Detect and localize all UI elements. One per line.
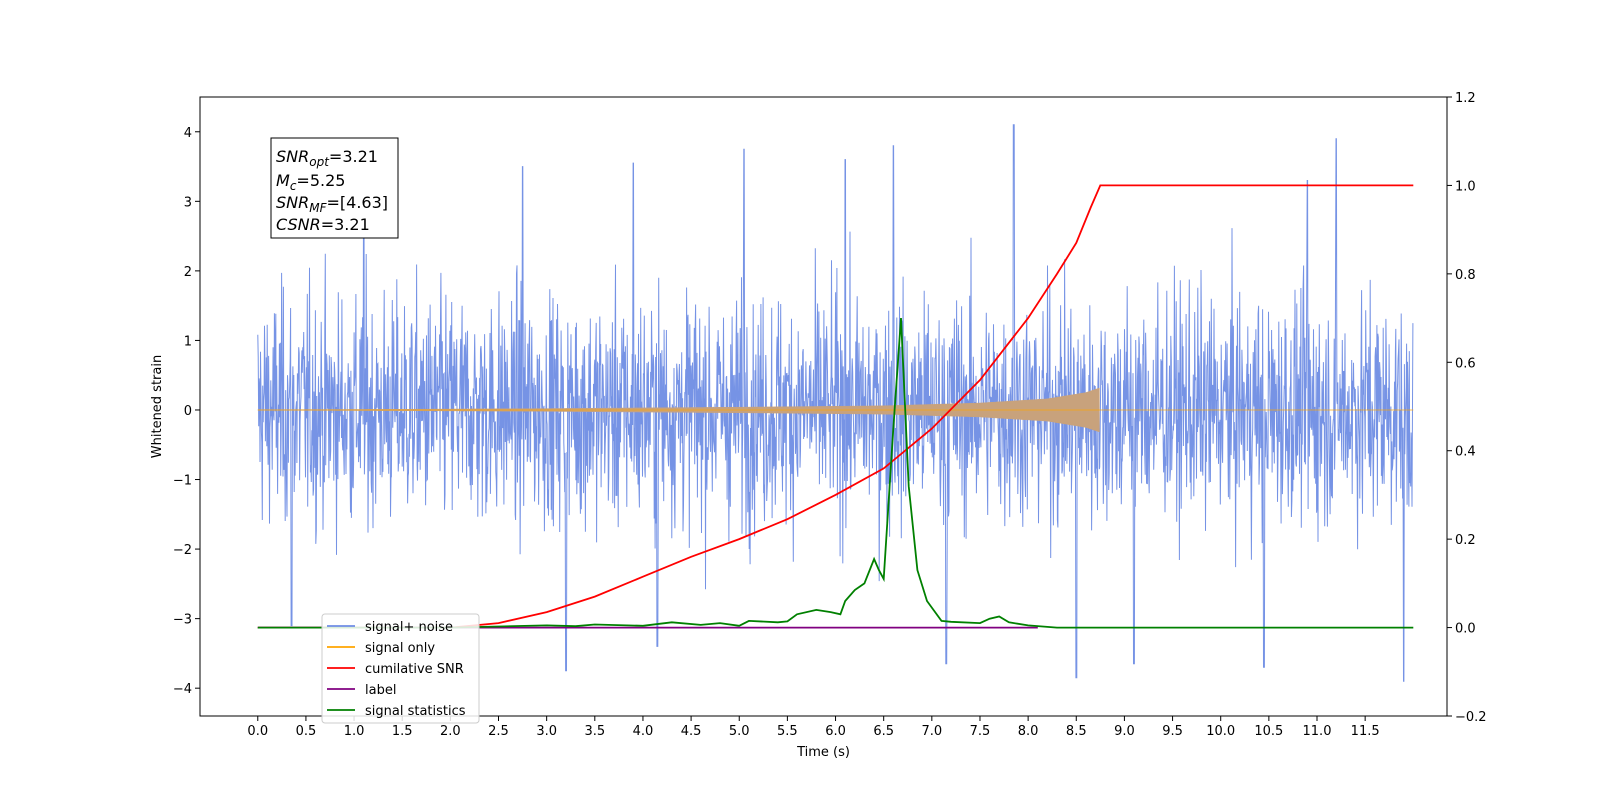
x-tick-label: 0.0 xyxy=(247,724,268,739)
x-tick-label: 3.5 xyxy=(584,724,605,739)
legend: signal+ noise signal only cumilative SNR la… xyxy=(321,613,480,724)
signal-noise-line xyxy=(257,124,1414,682)
x-tick-label: 2.5 xyxy=(488,724,509,739)
x-tick-label: 5.5 xyxy=(777,724,798,739)
x-tick-label: 9.0 xyxy=(1114,724,1135,739)
x-tick-label: 10.5 xyxy=(1254,724,1283,739)
legend-label: cumilative SNR xyxy=(365,662,464,677)
y-right-tick-label: 1.2 xyxy=(1455,91,1476,106)
legend-box xyxy=(321,613,480,724)
stats-box-frame xyxy=(270,137,399,239)
x-tick-label: 7.5 xyxy=(970,724,991,739)
stat-snr-opt: SNRopt=3.21 xyxy=(276,147,378,169)
x-tick-label: 4.0 xyxy=(633,724,654,739)
signal-only-series xyxy=(257,387,1414,433)
y-right-tick-label: −0.2 xyxy=(1455,710,1487,725)
y-left-tick-label: −4 xyxy=(173,682,192,697)
y-left-tick-label: 2 xyxy=(184,265,192,280)
stat-mc: Mc=5.25 xyxy=(276,171,345,193)
y-right-tick-label: 0.6 xyxy=(1455,356,1476,371)
x-tick-label: 9.5 xyxy=(1162,724,1183,739)
stat-csnr: CSNR=3.21 xyxy=(276,215,370,234)
legend-label: signal+ noise xyxy=(365,620,453,635)
x-tick-label: 6.0 xyxy=(825,724,846,739)
x-tick-label: 6.5 xyxy=(873,724,894,739)
y-right-tick-label: 0.0 xyxy=(1455,622,1476,637)
signal-noise-series xyxy=(257,124,1414,682)
x-tick-label: 11.0 xyxy=(1303,724,1332,739)
x-tick-label: 1.5 xyxy=(392,724,413,739)
y-left-tick-label: 0 xyxy=(184,404,192,419)
signal-statistics-line xyxy=(257,318,1414,629)
y-left-tick-label: −3 xyxy=(173,613,192,628)
y-left-tick-label: 3 xyxy=(184,195,192,210)
y-left-tick-label: 1 xyxy=(184,334,192,349)
x-tick-label: 4.5 xyxy=(681,724,702,739)
cumulative-snr-line xyxy=(257,184,1414,629)
x-tick-label: 5.0 xyxy=(729,724,750,739)
x-axis-label: Time (s) xyxy=(796,745,850,760)
x-tick-label: 7.0 xyxy=(921,724,942,739)
axes: 0.0 0.5 1.0 1.5 2.0 2.5 3.0 3.5 4.0 4.5 5.0 5.5 6.0 6… xyxy=(150,91,1487,760)
y-axis-label: Whitened strain xyxy=(150,355,165,458)
legend-label: label xyxy=(365,683,396,698)
stat-snr-mf: SNRMF=[4.63] xyxy=(276,193,388,215)
y-left-tick-label: −2 xyxy=(173,543,192,558)
y-right-tick-label: 0.2 xyxy=(1455,533,1476,548)
y-right-tick-label: 1.0 xyxy=(1455,179,1476,194)
x-tick-label: 11.5 xyxy=(1351,724,1380,739)
x-tick-label: 8.0 xyxy=(1018,724,1039,739)
legend-label: signal only xyxy=(365,641,435,656)
y-right-tick-label: 0.4 xyxy=(1455,445,1476,460)
x-tick-label: 3.0 xyxy=(536,724,557,739)
y-left-tick-label: −1 xyxy=(173,474,192,489)
x-tick-label: 0.5 xyxy=(296,724,317,739)
x-tick-label: 1.0 xyxy=(344,724,365,739)
y-left-tick-label: 4 xyxy=(184,126,192,141)
x-tick-label: 8.5 xyxy=(1066,724,1087,739)
y-right-tick-label: 0.8 xyxy=(1455,268,1476,283)
x-tick-label: 2.0 xyxy=(440,724,461,739)
plot-frame xyxy=(199,96,1448,717)
x-tick-label: 10.0 xyxy=(1206,724,1235,739)
legend-label: signal statistics xyxy=(365,704,466,719)
